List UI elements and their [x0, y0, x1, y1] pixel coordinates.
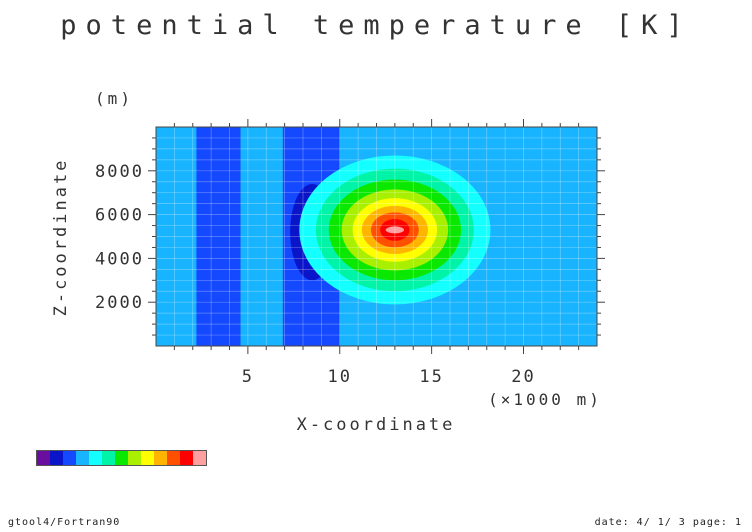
colorbar-swatch — [63, 451, 76, 465]
colorbar-swatch — [89, 451, 102, 465]
y-tick-label: 8000 — [95, 162, 144, 182]
colorbar-swatch — [102, 451, 115, 465]
colorbar-swatch — [128, 451, 141, 465]
colorbar-swatch — [76, 451, 89, 465]
colorbar-swatch — [50, 451, 63, 465]
chart-title: potential temperature [K] — [60, 10, 692, 41]
colorbar-swatch — [115, 451, 128, 465]
footer-left: gtool4/Fortran90 — [8, 517, 121, 528]
colorbar-swatch — [180, 451, 193, 465]
y-axis-unit: (m) — [95, 89, 133, 108]
footer-right: date: 4/ 1/ 3 page: 1 — [594, 517, 742, 528]
y-tick-label: 4000 — [95, 249, 144, 269]
x-tick-label: 15 — [419, 367, 443, 387]
x-tick-label: 5 — [242, 367, 254, 387]
warm-anomaly-contour-9 — [385, 226, 405, 234]
y-tick-label: 6000 — [95, 206, 144, 226]
x-axis-unit: (×1000 m) — [488, 390, 602, 409]
colorbar-swatch — [141, 451, 154, 465]
colorbar-swatch — [37, 451, 50, 465]
colorbar-swatch — [193, 451, 206, 465]
y-tick-label: 2000 — [95, 293, 144, 313]
x-tick-label: 10 — [328, 367, 352, 387]
y-axis-label: Z-coordinate — [51, 158, 71, 317]
x-tick-label: 20 — [511, 367, 535, 387]
column-left — [196, 127, 241, 346]
x-axis-label: X-coordinate — [297, 415, 456, 435]
colorbar — [36, 450, 207, 466]
colorbar-swatch — [167, 451, 180, 465]
colorbar-swatch — [154, 451, 167, 465]
